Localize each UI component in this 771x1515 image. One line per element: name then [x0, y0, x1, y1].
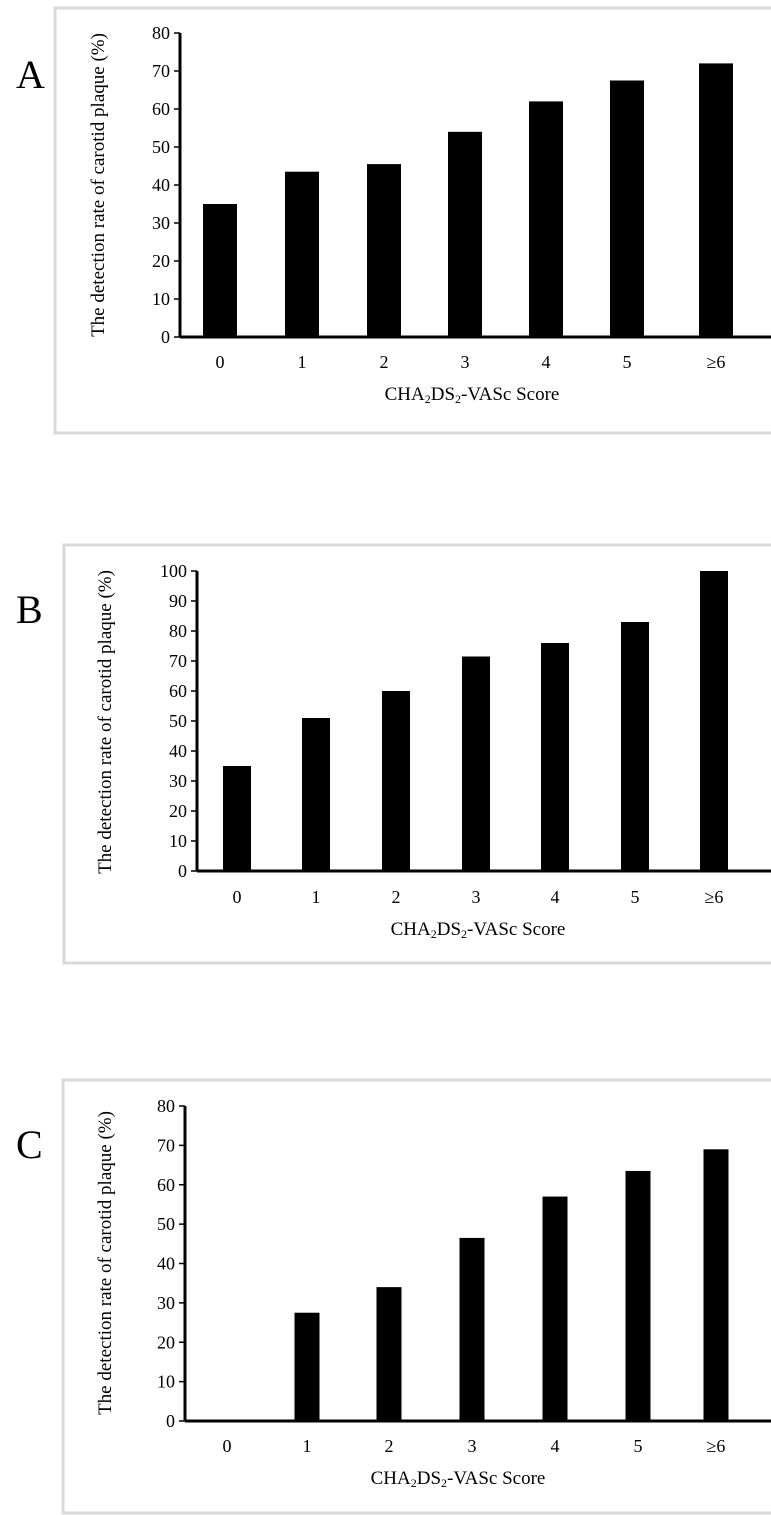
x-tick-label: 0: [216, 352, 225, 372]
y-tick-label: 40: [157, 1254, 175, 1274]
x-tick-label: 2: [392, 887, 401, 907]
chart-frame: [53, 6, 771, 435]
y-tick-label: 70: [169, 651, 187, 671]
x-tick-label: 3: [461, 352, 470, 372]
bar-1: [294, 1312, 320, 1421]
x-tick-label: 4: [542, 352, 551, 372]
y-tick-label: 70: [157, 1135, 175, 1155]
y-tick-label: 80: [152, 23, 170, 43]
panel-letter-b: B: [16, 587, 43, 632]
x-tick-label: 4: [551, 1436, 560, 1456]
y-tick-label: 10: [157, 1372, 175, 1392]
x-tick-label: 1: [312, 887, 321, 907]
x-tick-label: 3: [468, 1436, 477, 1456]
x-tick-label: 0: [233, 887, 242, 907]
bar-0: [223, 766, 251, 871]
y-tick-label: 10: [152, 289, 170, 309]
y-tick-label: 0: [161, 327, 170, 347]
x-axis-title: CHA2DS2-VASc Score: [391, 919, 566, 941]
chart-frame: [62, 543, 771, 965]
y-tick-label: 30: [169, 771, 187, 791]
y-tick-label: 0: [178, 861, 187, 881]
y-tick-label: 80: [169, 621, 187, 641]
y-tick-label: 30: [157, 1293, 175, 1313]
bar-3: [459, 1237, 485, 1421]
y-tick-label: 50: [157, 1214, 175, 1234]
bar-5: [621, 622, 649, 871]
x-tick-label: 1: [303, 1436, 312, 1456]
x-axis-title: CHA2DS2-VASc Score: [385, 384, 560, 406]
chart-frame: [61, 1078, 771, 1515]
x-axis-title: CHA2DS2-VASc Score: [371, 1468, 546, 1490]
bar-6: [699, 63, 733, 338]
chart-panel-c: 0 10 20 30 40 50 60 70 80 0 1 2 3 4 5 ≥6 CHA2DS2-VASc Sc…: [61, 1078, 771, 1515]
bar-1: [302, 718, 330, 871]
chart-panel-a: 0 10 20 30 40 50 60 70 80 0 1 2 3 4 5 ≥6 CHA2DS2-VASc Sc…: [53, 6, 771, 435]
y-tick-label: 50: [152, 137, 170, 157]
bar-3: [462, 656, 490, 871]
x-tick-label: 1: [298, 352, 307, 372]
panel-letter-c: C: [16, 1122, 43, 1167]
bar-2: [367, 164, 401, 337]
bar-6: [700, 571, 728, 871]
bar-5: [625, 1170, 651, 1421]
y-tick-label: 50: [169, 711, 187, 731]
bar-4: [542, 1196, 568, 1421]
x-tick-label: ≥6: [705, 887, 724, 907]
bar-3: [448, 131, 482, 337]
x-tick-label: 4: [551, 887, 560, 907]
y-tick-label: 60: [169, 681, 187, 701]
x-tick-label: 5: [634, 1436, 643, 1456]
x-tick-label: 3: [472, 887, 481, 907]
bar-5: [610, 80, 644, 337]
y-tick-label: 20: [152, 251, 170, 271]
y-tick-label: 100: [160, 561, 187, 581]
y-tick-label: 90: [169, 591, 187, 611]
chart-panel-b: 0 10 20 30 40 50 60 70 80 90 100 0 1 2 3 4 5 ≥6 CHA2DS2-VA…: [62, 543, 771, 965]
x-tick-label: ≥6: [707, 352, 726, 372]
y-axis-title: The detection rate of carotid plaque (%): [88, 33, 109, 337]
y-tick-label: 20: [169, 801, 187, 821]
y-tick-label: 60: [157, 1175, 175, 1195]
x-tick-label: 0: [223, 1436, 232, 1456]
y-axis-title: The detection rate of carotid plaque (%): [95, 1111, 116, 1415]
y-tick-label: 40: [169, 741, 187, 761]
x-tick-label: 2: [385, 1436, 394, 1456]
y-tick-label: 10: [169, 831, 187, 851]
y-tick-label: 30: [152, 213, 170, 233]
y-tick-label: 80: [157, 1096, 175, 1116]
y-axis-title: The detection rate of carotid plaque (%): [95, 570, 116, 874]
y-tick-label: 40: [152, 175, 170, 195]
y-tick-label: 20: [157, 1332, 175, 1352]
y-tick-label: 60: [152, 99, 170, 119]
bar-2: [376, 1287, 402, 1421]
x-tick-label: 5: [623, 352, 632, 372]
bar-4: [529, 101, 563, 338]
x-tick-label: ≥6: [707, 1436, 726, 1456]
x-tick-label: 5: [631, 887, 640, 907]
bar-1: [285, 171, 319, 337]
bar-4: [541, 643, 569, 871]
y-tick-label: 0: [166, 1411, 175, 1431]
panel-letter-a: A: [16, 52, 45, 97]
bar-6: [703, 1149, 729, 1421]
bar-0: [203, 204, 237, 337]
y-tick-label: 70: [152, 61, 170, 81]
bar-2: [382, 691, 410, 871]
x-tick-label: 2: [380, 352, 389, 372]
